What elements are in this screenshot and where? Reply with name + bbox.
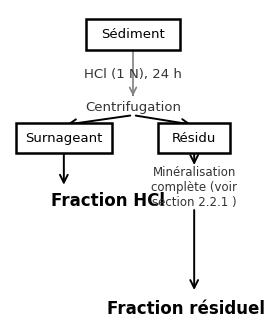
Text: HCl (1 N), 24 h: HCl (1 N), 24 h <box>84 67 182 81</box>
FancyBboxPatch shape <box>158 123 230 153</box>
Text: Sédiment: Sédiment <box>101 28 165 41</box>
Text: Fraction HCl: Fraction HCl <box>51 192 165 210</box>
Text: Résidu: Résidu <box>172 132 216 145</box>
Text: Surnageant: Surnageant <box>25 132 102 145</box>
Text: Fraction résiduelle: Fraction résiduelle <box>107 300 266 318</box>
Text: Centrifugation: Centrifugation <box>85 101 181 114</box>
Text: Minéralisation
complète (voir
section 2.2.1 ): Minéralisation complète (voir section 2.… <box>151 166 237 209</box>
FancyBboxPatch shape <box>86 19 180 50</box>
FancyBboxPatch shape <box>16 123 112 153</box>
